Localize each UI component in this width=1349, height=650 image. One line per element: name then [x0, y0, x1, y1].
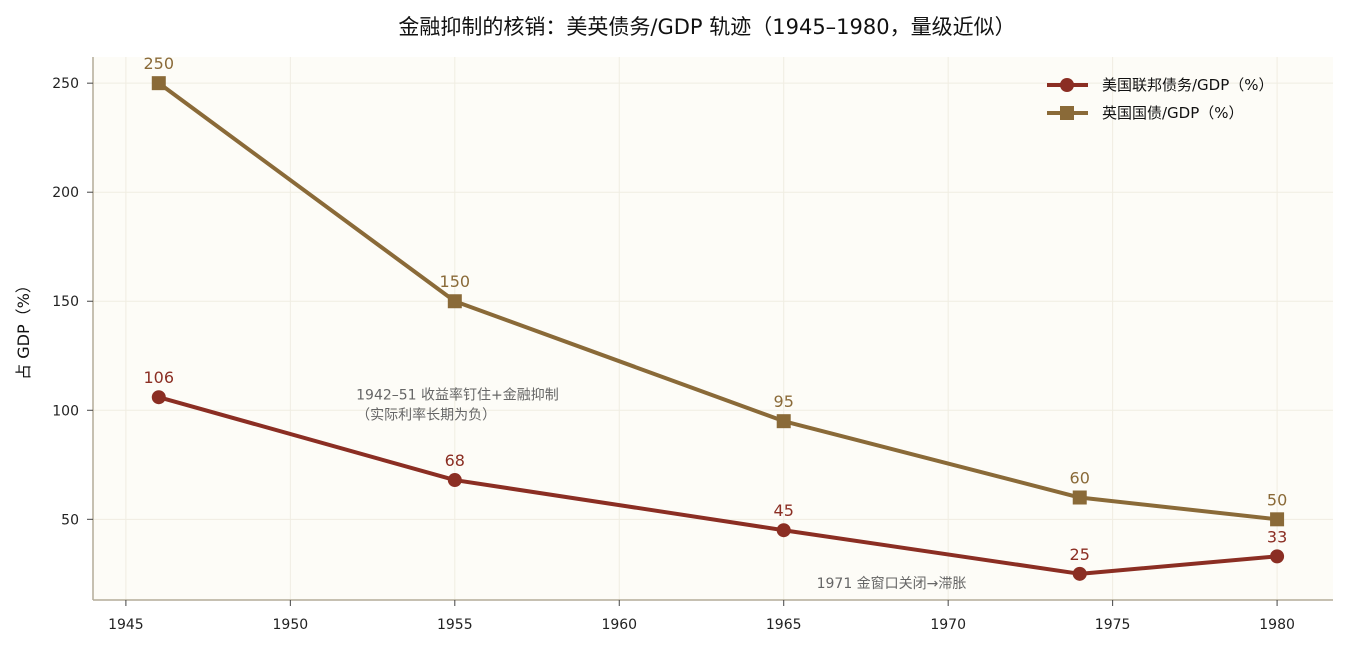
data-point — [776, 414, 791, 429]
data-point — [1072, 566, 1087, 581]
axes: 1945 1950 1955 1960 1965 1970 1975 1980 50 100 150… — [52, 57, 1333, 633]
data-label: 150 — [440, 272, 471, 291]
legend-item: 英国国债/GDP（%） — [1047, 104, 1244, 122]
plot-area — [93, 57, 1333, 600]
x-tick-label: 1960 — [601, 617, 637, 633]
x-tick-label: 1970 — [930, 617, 966, 633]
x-tick-label: 1975 — [1095, 617, 1131, 633]
series-layer: 106 68 45 25 33 250 150 95 60 50 — [144, 54, 1287, 581]
data-label: 68 — [445, 451, 465, 470]
y-tick-label: 150 — [52, 294, 79, 310]
data-label: 25 — [1070, 545, 1090, 564]
annotations: 1942–51 收益率钉住+金融抑制 （实际利率长期为负） 1971 金窗口关闭→滞… — [356, 386, 966, 592]
data-point — [447, 473, 462, 488]
legend-label: 美国联邦债务/GDP（%） — [1102, 76, 1274, 94]
x-tick-label: 1945 — [108, 617, 144, 633]
data-point — [151, 76, 166, 91]
annotation-line: 1971 金窗口关闭→滞胀 — [817, 575, 967, 592]
data-point — [1270, 512, 1285, 527]
x-tick-label: 1955 — [437, 617, 473, 633]
chart-title: 金融抑制的核销：美英债务/GDP 轨迹（1945–1980，量级近似） — [398, 15, 1015, 39]
legend-item: 美国联邦债务/GDP（%） — [1047, 76, 1274, 94]
data-label: 45 — [774, 501, 794, 520]
annotation: 1971 金窗口关闭→滞胀 — [817, 575, 967, 592]
series-1: 106 68 45 25 33 — [144, 368, 1287, 581]
grid — [93, 57, 1333, 600]
x-tick-label: 1965 — [766, 617, 802, 633]
legend: 美国联邦债务/GDP（%） 英国国债/GDP（%） — [1047, 76, 1274, 122]
data-label: 50 — [1267, 490, 1287, 509]
annotation-line: 1942–51 收益率钉住+金融抑制 — [356, 386, 559, 403]
data-point — [447, 294, 462, 309]
legend-marker — [1060, 106, 1074, 120]
data-point — [1270, 549, 1285, 564]
y-tick-label: 200 — [52, 185, 79, 201]
x-tick-label: 1950 — [273, 617, 309, 633]
x-tick-label: 1980 — [1259, 617, 1295, 633]
y-axis-label: 占 GDP（%） — [14, 277, 33, 380]
legend-marker — [1060, 78, 1074, 92]
data-label: 106 — [144, 368, 175, 387]
data-point — [1072, 490, 1087, 505]
data-label: 33 — [1267, 527, 1287, 546]
y-tick-label: 50 — [61, 512, 79, 528]
annotation-line: （实际利率长期为负） — [356, 406, 496, 423]
data-label: 60 — [1070, 469, 1090, 488]
data-label: 95 — [774, 392, 794, 411]
legend-label: 英国国债/GDP（%） — [1102, 104, 1244, 122]
y-tick-label: 100 — [52, 403, 79, 419]
data-label: 250 — [144, 54, 175, 73]
data-point — [151, 390, 166, 405]
annotation: 1942–51 收益率钉住+金融抑制 （实际利率长期为负） — [356, 386, 559, 423]
data-point — [776, 523, 791, 538]
series-2: 250 150 95 60 50 — [144, 54, 1287, 527]
y-tick-label: 250 — [52, 76, 79, 92]
